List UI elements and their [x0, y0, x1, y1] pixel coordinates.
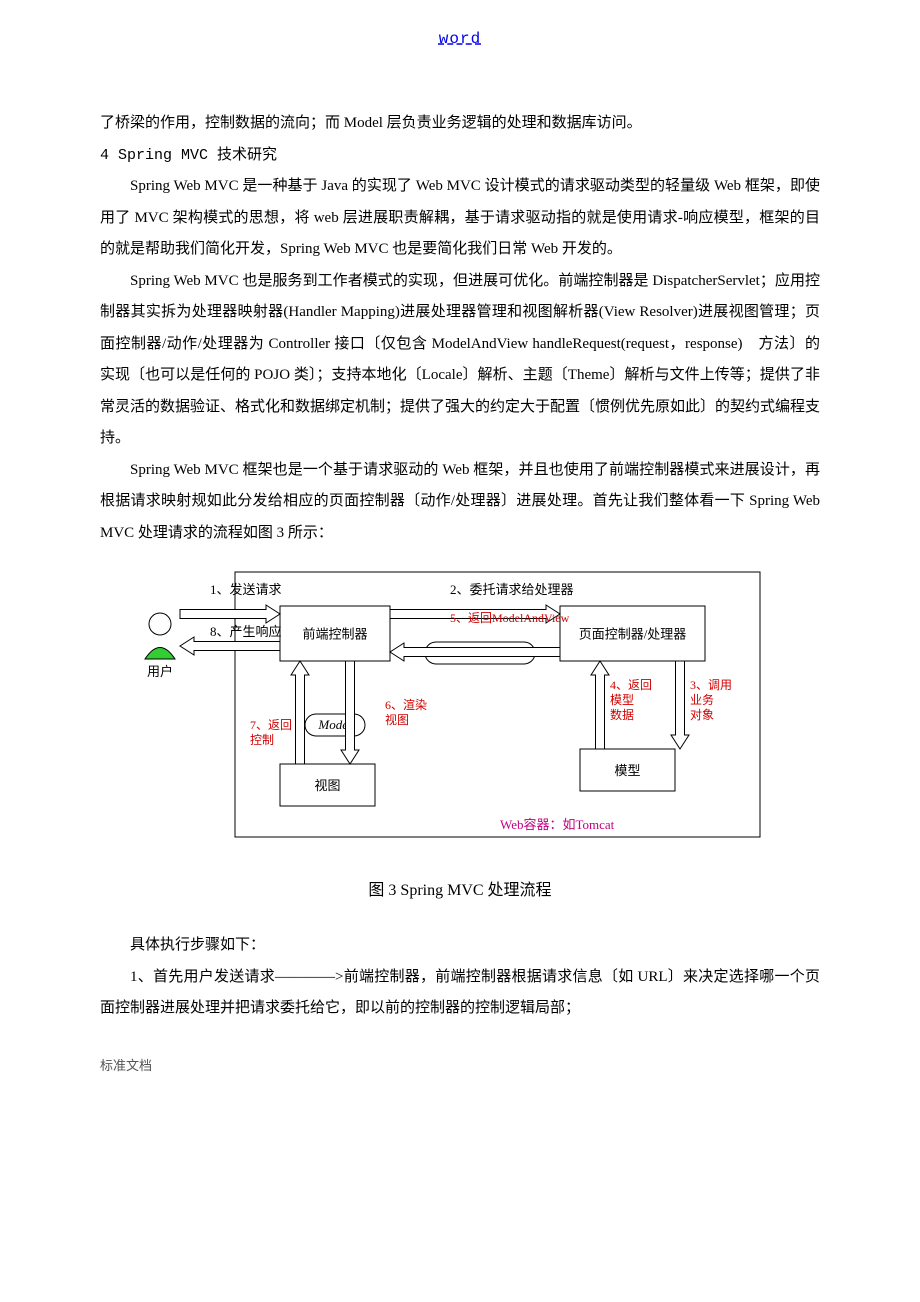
arrow-3 — [671, 661, 689, 749]
svg-text:模型: 模型 — [610, 693, 634, 707]
svg-text:Web容器：如Tomcat: Web容器：如Tomcat — [500, 817, 615, 832]
arrow-1 — [180, 605, 280, 623]
heading-4: 4 Spring MVC 技术研究 — [100, 140, 820, 172]
svg-text:页面控制器/处理器: 页面控制器/处理器 — [579, 627, 687, 642]
para-1: Spring Web MVC 是一种基于 Java 的实现了 Web MVC 设… — [100, 171, 820, 266]
svg-text:控制: 控制 — [250, 733, 274, 747]
svg-text:6、渲染: 6、渲染 — [385, 697, 427, 712]
arrow-8 — [180, 637, 280, 655]
para-lead: 了桥梁的作用，控制数据的流向；而 Model 层负责业务逻辑的处理和数据库访问。 — [100, 108, 820, 140]
para-2: Spring Web MVC 也是服务到工作者模式的实现，但进展可优化。前端控制… — [100, 266, 820, 455]
svg-text:3、调用: 3、调用 — [690, 678, 732, 692]
svg-text:2、委托请求给处理器: 2、委托请求给处理器 — [450, 582, 574, 597]
svg-text:7、返回: 7、返回 — [250, 718, 292, 732]
arrow-6 — [341, 661, 359, 764]
svg-text:数据: 数据 — [610, 707, 634, 722]
svg-text:对象: 对象 — [690, 708, 714, 722]
diagram-figure: Web容器：如Tomcat用户前端控制器页面控制器/处理器视图模型ModelAn… — [100, 564, 820, 864]
svg-text:业务: 业务 — [690, 692, 714, 707]
svg-text:5、返回ModelAndView: 5、返回ModelAndView — [450, 611, 570, 625]
step-1: 1、首先用户发送请求————>前端控制器，前端控制器根据请求信息〔如 URL〕来… — [100, 962, 820, 1025]
steps-intro: 具体执行步骤如下： — [100, 930, 820, 962]
footer-text: 标准文档 — [100, 1055, 820, 1074]
svg-text:用户: 用户 — [147, 664, 173, 679]
arrow-4 — [591, 661, 609, 749]
svg-text:8、产生响应: 8、产生响应 — [210, 624, 282, 639]
header-word: word — [100, 30, 820, 48]
user-icon — [149, 613, 171, 635]
svg-text:4、返回: 4、返回 — [610, 678, 652, 692]
svg-text:模型: 模型 — [614, 763, 640, 778]
svg-text:前端控制器: 前端控制器 — [302, 627, 367, 642]
svg-text:1、发送请求: 1、发送请求 — [210, 582, 282, 597]
svg-text:视图: 视图 — [385, 712, 409, 727]
para-3: Spring Web MVC 框架也是一个基于请求驱动的 Web 框架，并且也使… — [100, 455, 820, 550]
mvc-flow-diagram: Web容器：如Tomcat用户前端控制器页面控制器/处理器视图模型ModelAn… — [120, 564, 800, 864]
svg-text:视图: 视图 — [314, 778, 340, 793]
arrow-7 — [291, 661, 309, 764]
diagram-caption: 图 3 Spring MVC 处理流程 — [100, 876, 820, 900]
